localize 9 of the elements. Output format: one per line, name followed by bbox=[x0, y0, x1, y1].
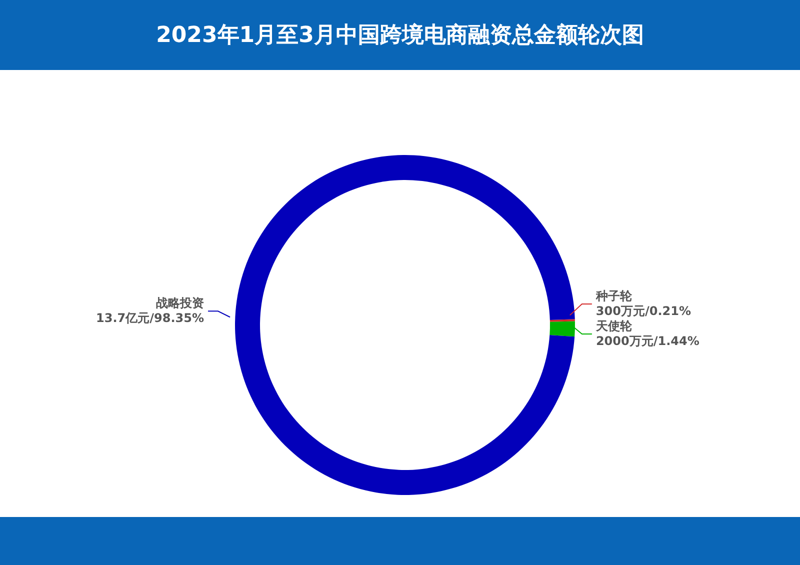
slice-label: 种子轮 bbox=[594, 289, 633, 303]
data-label: 300万元/0.21% bbox=[596, 304, 691, 318]
donut-slice bbox=[235, 155, 575, 495]
slice-label: 天使轮 bbox=[594, 319, 633, 333]
slice-label: 战略投资 bbox=[156, 296, 204, 310]
donut-slice bbox=[550, 319, 575, 322]
chart-title: 2023年1月至3月中国跨境电商融资总金额轮次图 bbox=[0, 0, 800, 70]
data-label: 13.7亿元/98.35% bbox=[96, 311, 204, 326]
data-label: 2000万元/1.44% bbox=[596, 334, 700, 348]
